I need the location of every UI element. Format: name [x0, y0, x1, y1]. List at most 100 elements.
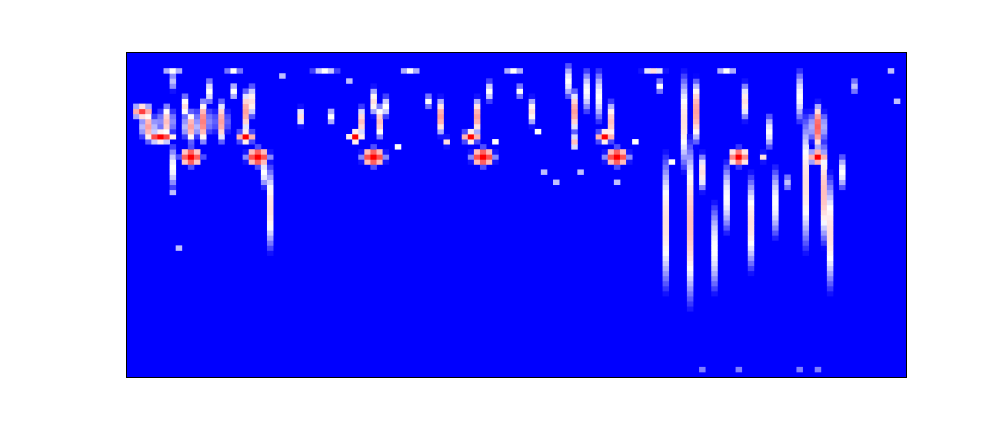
- heatmap-cell: [486, 149, 493, 155]
- heatmap-cell: [692, 73, 700, 79]
- heatmap-cell: [784, 174, 791, 180]
- heatmap-cell: [181, 98, 189, 105]
- heatmap-cell: [187, 134, 195, 140]
- heatmap-cell: [163, 118, 171, 125]
- heatmap-cell: [382, 154, 390, 160]
- heatmap-cell: [266, 235, 274, 241]
- heatmap-cell: [577, 169, 584, 175]
- heatmap-cell: [248, 154, 256, 160]
- heatmap-cell: [692, 98, 700, 105]
- heatmap-cell: [747, 255, 755, 261]
- heatmap-cell: [595, 134, 603, 140]
- heatmap-cell: [662, 275, 670, 282]
- heatmap-cell: [169, 174, 177, 180]
- heatmap-cell: [565, 93, 572, 99]
- heatmap-cell: [266, 215, 274, 221]
- heatmap-cell: [565, 63, 572, 69]
- heatmap-cell: [571, 118, 578, 125]
- heatmap-cell: [650, 68, 657, 74]
- heatmap-cell: [248, 98, 256, 105]
- heatmap-cell: [820, 204, 828, 211]
- heatmap-cell: [595, 83, 603, 89]
- heatmap-cell: [839, 184, 846, 191]
- heatmap-cell: [169, 118, 177, 125]
- heatmap-cell: [692, 78, 700, 84]
- heatmap-cell: [662, 285, 670, 292]
- heatmap-cell: [266, 164, 274, 170]
- heatmap-cell: [686, 215, 694, 221]
- heatmap-cell: [266, 220, 274, 226]
- heatmap-cell: [607, 139, 615, 145]
- heatmap-cell: [169, 164, 177, 170]
- heatmap-cell: [607, 154, 615, 160]
- heatmap-cell: [680, 73, 688, 79]
- heatmap-cell: [723, 225, 730, 231]
- heatmap-cell: [187, 159, 195, 165]
- heatmap-cell: [601, 159, 609, 165]
- heatmap-cell: [692, 123, 700, 130]
- heatmap-cell: [686, 220, 694, 226]
- heatmap-cell: [358, 113, 365, 120]
- heatmap-cell: [686, 280, 694, 287]
- heatmap-cell: [772, 199, 779, 206]
- heatmap-cell: [802, 245, 810, 251]
- heatmap-cell: [711, 265, 718, 272]
- heatmap-cell: [260, 184, 268, 191]
- heatmap-cell: [528, 108, 536, 115]
- heatmap-cell: [741, 118, 749, 125]
- heatmap-cell: [772, 184, 779, 191]
- heatmap-cell: [565, 83, 572, 89]
- heatmap-cell: [741, 113, 749, 120]
- heatmap-cell: [814, 98, 822, 105]
- heatmap-cell: [802, 139, 810, 145]
- heatmap-cell: [814, 366, 822, 373]
- heatmap-cell: [692, 128, 700, 135]
- heatmap-cell: [193, 123, 201, 130]
- heatmap-cell: [741, 78, 749, 84]
- heatmap-cell: [662, 225, 670, 231]
- heatmap-cell: [437, 98, 444, 105]
- heatmap-cell: [181, 113, 189, 120]
- heatmap-cell: [826, 225, 834, 231]
- heatmap-cell: [656, 68, 663, 74]
- heatmap-cell: [400, 68, 408, 74]
- heatmap-cell: [504, 68, 511, 74]
- heatmap-cell: [181, 154, 189, 160]
- heatmap-cell: [802, 235, 810, 241]
- heatmap-cell: [613, 149, 621, 155]
- heatmap-cell: [796, 93, 803, 99]
- heatmap-cell: [151, 118, 158, 125]
- heatmap-cell: [230, 93, 237, 99]
- heatmap-cell: [181, 93, 189, 99]
- heatmap-cell: [601, 149, 609, 155]
- heatmap-cell: [571, 108, 578, 115]
- heatmap-cell: [851, 88, 858, 94]
- heatmap-cell: [747, 220, 755, 226]
- heatmap-cell: [802, 164, 810, 170]
- heatmap-cell: [619, 149, 627, 155]
- heatmap-cell: [169, 128, 177, 135]
- heatmap-cell: [212, 128, 219, 135]
- heatmap-cell: [595, 73, 603, 79]
- heatmap-cell: [686, 179, 694, 186]
- heatmap-cell: [699, 169, 706, 175]
- heatmap-cell: [686, 154, 694, 160]
- heatmap-cell: [528, 123, 536, 130]
- heatmap-cell: [163, 139, 171, 145]
- heatmap-cell: [157, 139, 164, 145]
- heatmap-cell: [741, 88, 749, 94]
- heatmap-cell: [242, 103, 250, 110]
- heatmap-cell: [248, 93, 256, 99]
- heatmap-cell: [266, 179, 274, 186]
- heatmap-cell: [473, 154, 481, 160]
- heatmap-cell: [802, 159, 810, 165]
- heatmap-cell: [662, 164, 670, 170]
- heatmap-cell: [151, 123, 158, 130]
- heatmap-cell: [699, 184, 706, 191]
- heatmap-cell: [772, 189, 779, 196]
- heatmap-cell: [772, 215, 779, 221]
- heatmap-cell: [680, 93, 688, 99]
- heatmap-cell: [595, 139, 603, 145]
- heatmap-cell: [583, 98, 590, 105]
- heatmap-cell: [212, 123, 219, 130]
